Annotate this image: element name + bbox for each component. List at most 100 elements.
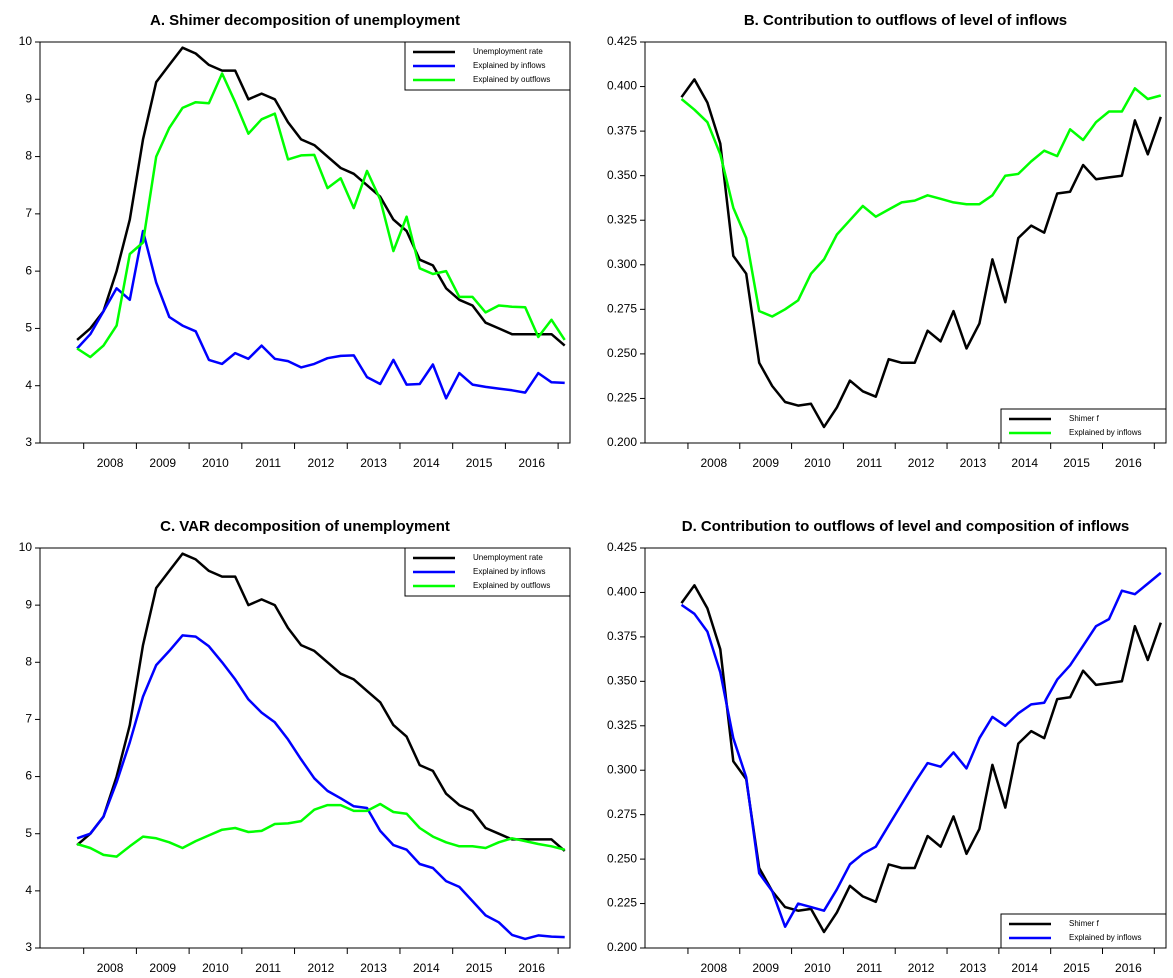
y-tick-label: 3 [25,940,32,954]
y-tick-label: 6 [25,769,32,783]
legend-label: Shimer f [1069,919,1100,928]
panel-title: A. Shimer decomposition of unemployment [150,12,460,29]
legend: Shimer f Explained by inflows [1000,913,1167,949]
y-tick-label: 0.425 [607,540,637,554]
plot-frame [39,547,571,949]
x-tick-label: 2016 [518,456,545,470]
plot-frame [644,547,1167,949]
x-tick-label: 2013 [360,961,387,975]
y-tick-label: 7 [25,206,32,220]
series-line [76,634,565,941]
x-tick-label: 2012 [908,961,935,975]
y-tick-label: 4 [25,378,32,392]
legend-label: Unemployment rate [473,47,543,56]
x-tick-label: 2013 [960,961,987,975]
x-tick-label: 2014 [1011,961,1038,975]
x-tick-label: 2016 [1115,456,1142,470]
x-tick-label: 2016 [518,961,545,975]
y-tick-label: 0.225 [607,896,637,910]
y-tick-label: 0.325 [607,718,637,732]
x-tick-label: 2010 [804,961,831,975]
y-tick-label: 0.425 [607,34,637,48]
x-tick-label: 2008 [97,961,124,975]
y-tick-label: 5 [25,321,32,335]
x-tick-label: 2014 [413,456,440,470]
y-tick-label: 0.225 [607,391,637,405]
y-tick-label: 3 [25,435,32,449]
legend-label: Explained by inflows [473,567,545,576]
panel: C. VAR decomposition of unemployment 3 4 5 6… [19,518,571,975]
panel: B. Contribution to outflows of level of … [607,12,1167,470]
x-tick-label: 2015 [1063,456,1090,470]
panel: A. Shimer decomposition of unemployment 3… [19,12,571,470]
x-tick-label: 2013 [960,456,987,470]
series-line [680,584,1162,934]
legend-label: Explained by inflows [1069,428,1141,437]
x-tick-label: 2015 [1063,961,1090,975]
x-tick-label: 2010 [202,961,229,975]
y-tick-label: 4 [25,883,32,897]
y-tick-label: 0.400 [607,79,637,93]
y-tick-label: 7 [25,712,32,726]
x-tick-label: 2016 [1115,961,1142,975]
y-tick-label: 8 [25,149,32,163]
panel-title: B. Contribution to outflows of level of … [744,12,1067,29]
x-tick-label: 2015 [466,961,493,975]
plot-frame [644,41,1167,444]
x-tick-label: 2009 [149,456,176,470]
legend-label: Explained by outflows [473,581,550,590]
series-line [680,87,1162,318]
series-line [76,552,566,852]
legend: Unemployment rate Explained by inflows Exp… [404,547,571,597]
y-tick-label: 0.200 [607,940,637,954]
x-tick-label: 2012 [308,456,335,470]
x-tick-label: 2009 [752,961,779,975]
legend: Unemployment rate Explained by inflows Exp… [404,41,571,91]
x-tick-label: 2011 [255,961,281,975]
x-tick-label: 2011 [255,456,281,470]
y-tick-label: 0.275 [607,807,637,821]
series-line [680,571,1162,928]
y-tick-label: 0.375 [607,629,637,643]
legend-label: Explained by inflows [473,61,545,70]
y-tick-label: 0.375 [607,123,637,137]
series-line [76,229,565,400]
series-line [76,46,566,347]
y-tick-label: 6 [25,263,32,277]
y-tick-label: 9 [25,91,32,105]
series-line [76,802,566,858]
y-tick-label: 10 [19,34,33,48]
x-tick-label: 2013 [360,456,387,470]
y-tick-label: 9 [25,597,32,611]
y-tick-label: 0.300 [607,762,637,776]
y-tick-label: 0.250 [607,851,637,865]
y-tick-label: 0.325 [607,212,637,226]
panel-title: D. Contribution to outflows of level and… [682,518,1129,535]
y-tick-label: 0.350 [607,168,637,182]
x-tick-label: 2011 [856,961,882,975]
legend-label: Explained by outflows [473,75,550,84]
panel: D. Contribution to outflows of level and… [607,518,1167,975]
y-tick-label: 0.275 [607,302,637,316]
x-tick-label: 2009 [752,456,779,470]
legend-box [1000,408,1167,444]
plot-frame [39,41,571,444]
x-tick-label: 2009 [149,961,176,975]
x-tick-label: 2010 [804,456,831,470]
y-tick-label: 0.250 [607,346,637,360]
y-tick-label: 10 [19,540,33,554]
x-tick-label: 2012 [308,961,335,975]
y-tick-label: 8 [25,654,32,668]
legend-box [1000,913,1167,949]
x-tick-label: 2008 [97,456,124,470]
panel-title: C. VAR decomposition of unemployment [160,518,450,535]
y-tick-label: 0.350 [607,674,637,688]
x-tick-label: 2015 [466,456,493,470]
x-tick-label: 2008 [701,961,728,975]
y-tick-label: 5 [25,826,32,840]
series-line [680,78,1162,429]
x-tick-label: 2010 [202,456,229,470]
x-tick-label: 2014 [1011,456,1038,470]
